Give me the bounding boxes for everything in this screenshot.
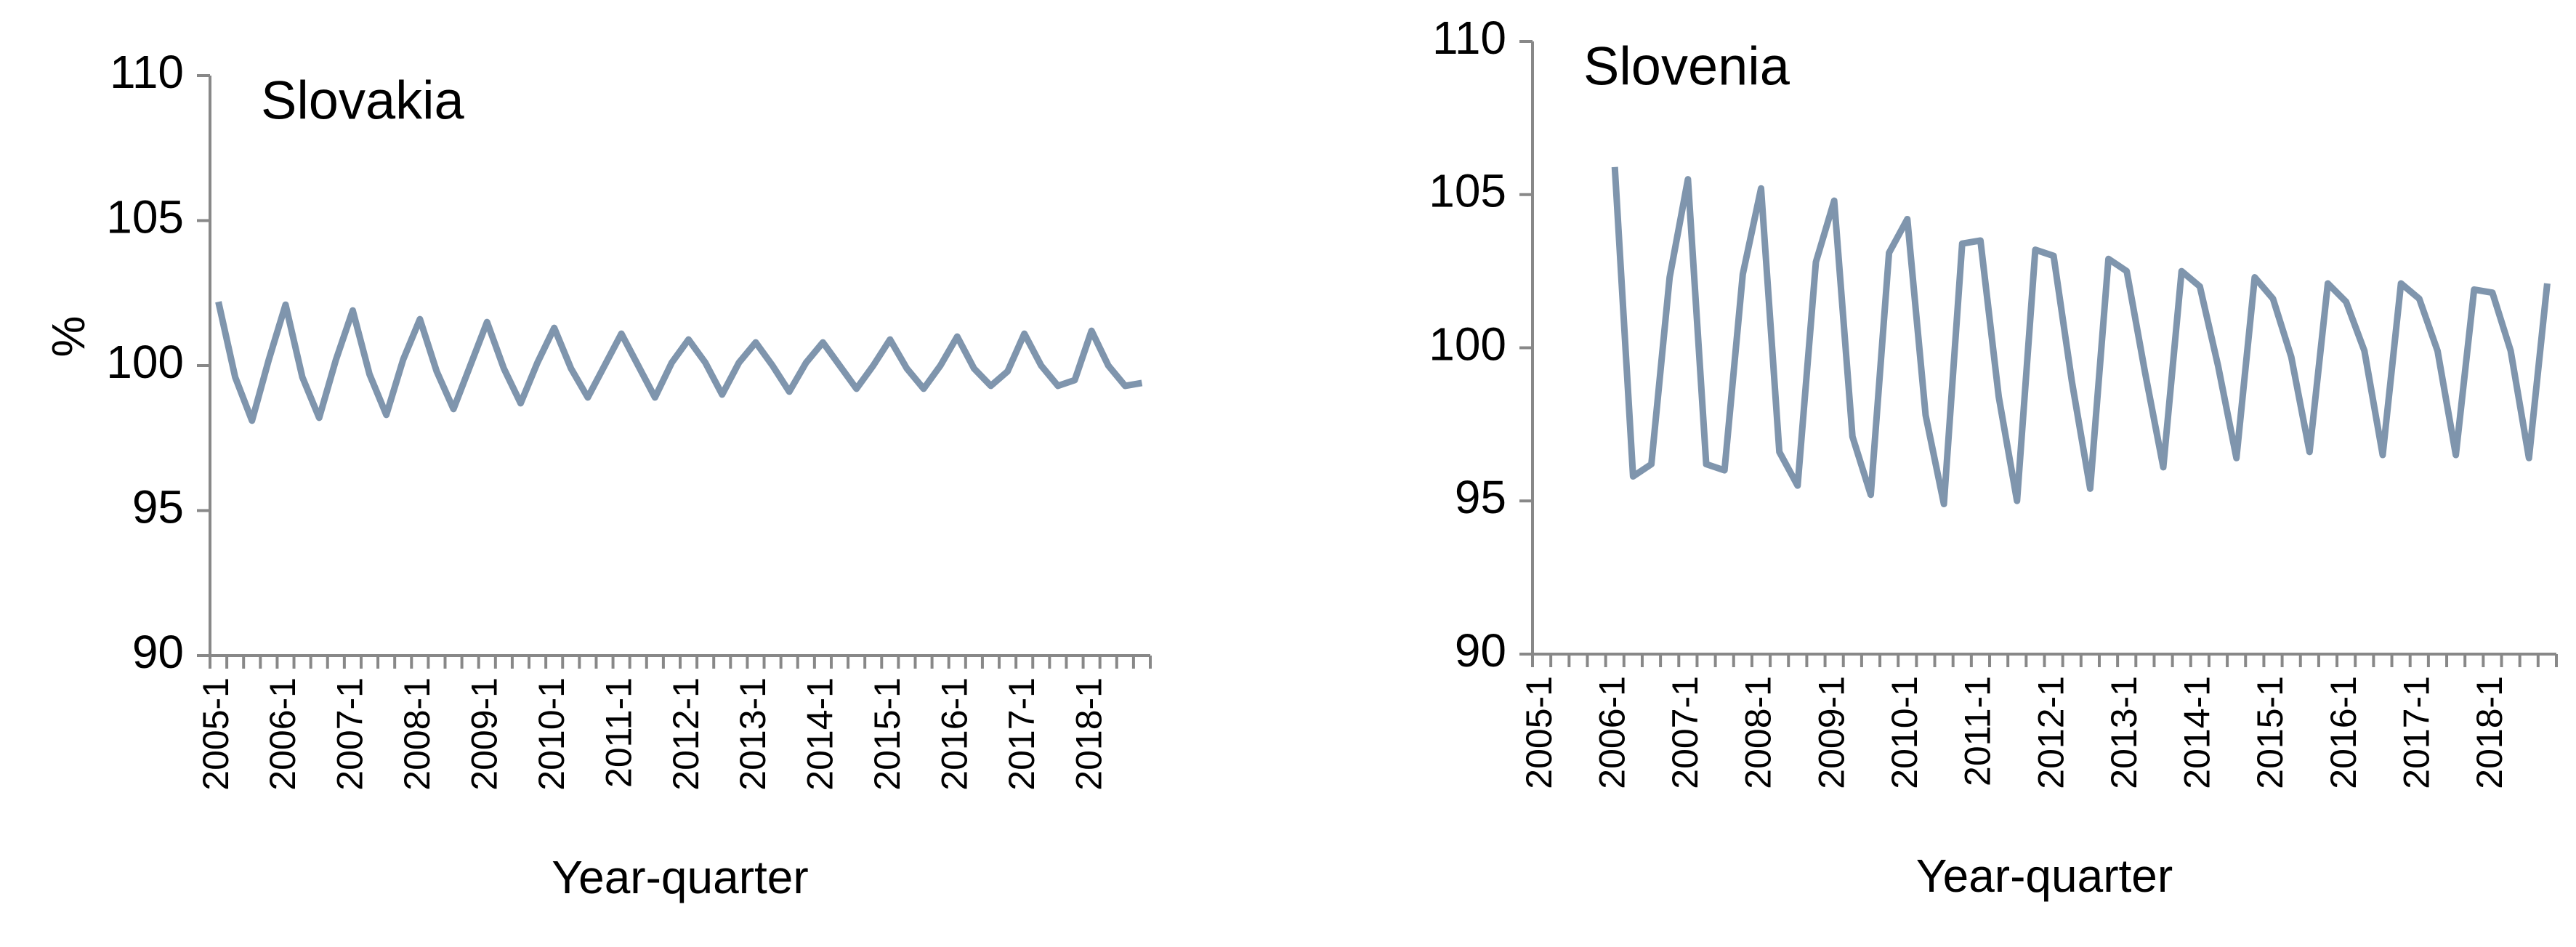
x-tick-label: 2018-1	[1068, 677, 1109, 791]
x-tick-label: 2012-1	[2030, 676, 2071, 789]
x-tick-label: 2017-1	[1001, 677, 1042, 791]
x-axis-label: Year-quarter	[1916, 850, 2173, 902]
x-tick-label: 2011-1	[1958, 676, 1998, 786]
chart-title: Slovenia	[1583, 36, 1790, 97]
y-tick-label: 95	[1455, 471, 1506, 523]
x-tick-label: 2006-1	[262, 677, 303, 791]
x-tick-label: 2010-1	[531, 677, 572, 791]
x-tick-label: 2014-1	[800, 677, 841, 791]
y-tick-label: 95	[132, 480, 184, 533]
y-tick-label: 90	[132, 626, 184, 678]
x-tick-label: 2008-1	[1738, 676, 1779, 789]
y-tick-label: 90	[1455, 624, 1506, 677]
y-tick-label: 100	[1429, 318, 1506, 370]
y-tick-label: 100	[106, 336, 184, 388]
x-tick-label: 2013-1	[732, 677, 773, 791]
y-tick-label: 105	[106, 190, 184, 243]
x-tick-label: 2017-1	[2396, 676, 2436, 789]
x-tick-label: 2013-1	[2104, 676, 2144, 789]
x-tick-label: 2015-1	[867, 677, 908, 791]
y-tick-label: 110	[1432, 12, 1506, 64]
y-tick-label: 105	[1429, 165, 1506, 217]
x-tick-label: 2010-1	[1884, 676, 1925, 789]
x-tick-label: 2016-1	[934, 677, 974, 791]
x-tick-label: 2016-1	[2323, 676, 2364, 789]
line-series	[1611, 166, 2551, 507]
chart-title: Slovakia	[261, 70, 465, 131]
x-axis-label: Year-quarter	[552, 851, 808, 903]
x-tick-label: 2011-1	[598, 677, 639, 788]
x-tick-label: 2008-1	[397, 677, 437, 791]
x-tick-label: 2014-1	[2177, 676, 2218, 789]
y-axis-label: %	[42, 316, 94, 358]
y-tick-label: 110	[110, 46, 184, 98]
x-tick-label: 2006-1	[1591, 676, 1632, 789]
x-tick-label: 2007-1	[1665, 676, 1705, 789]
x-tick-label: 2007-1	[330, 677, 371, 791]
x-tick-label: 2005-1	[195, 677, 236, 791]
x-tick-label: 2009-1	[1811, 676, 1852, 789]
line-series	[215, 301, 1143, 424]
x-tick-label: 2015-1	[2250, 676, 2290, 789]
x-tick-label: 2018-1	[2469, 676, 2510, 789]
x-tick-label: 2012-1	[666, 677, 706, 791]
x-tick-label: 2009-1	[464, 677, 504, 791]
x-tick-label: 2005-1	[1519, 676, 1559, 789]
